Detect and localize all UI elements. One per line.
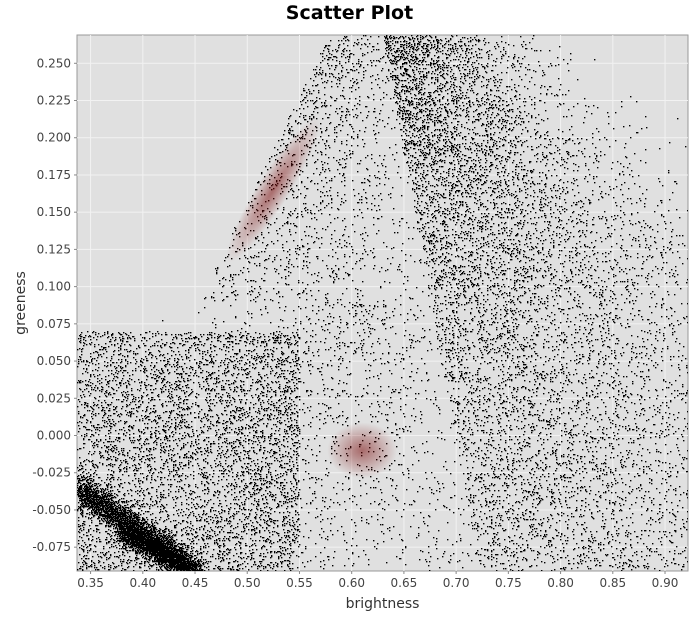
y-tick-label: 0.150 (37, 205, 71, 219)
x-tick-label: 0.80 (547, 576, 574, 590)
scatter-points (77, 35, 688, 571)
x-tick-label: 0.60 (338, 576, 365, 590)
tick-layer: 0.35 0.40 0.45 0.50 0.55 0.60 0.65 0.70 0.75 0.80… (32, 56, 678, 590)
y-tick-label: 0.075 (37, 317, 71, 331)
y-tick-label: 0.025 (37, 391, 71, 405)
y-tick-label: -0.050 (32, 503, 71, 517)
x-tick-label: 0.45 (182, 576, 209, 590)
y-tick-label: -0.025 (32, 466, 71, 480)
y-tick-label: 0.175 (37, 168, 71, 182)
x-tick-label: 0.35 (77, 576, 104, 590)
x-tick-label: 0.55 (286, 576, 313, 590)
y-tick-label: 0.100 (37, 280, 71, 294)
y-tick-label: 0.125 (37, 242, 71, 256)
y-tick-label: 0.250 (37, 56, 71, 70)
y-tick-label: 0.225 (37, 94, 71, 108)
dense-core-lower (327, 422, 398, 479)
x-tick-label: 0.40 (129, 576, 156, 590)
y-axis-label: greeness (13, 271, 29, 335)
y-tick-label: 0.200 (37, 131, 71, 145)
y-tick-label: 0.050 (37, 354, 71, 368)
y-tick-label: 0.000 (37, 429, 71, 443)
x-tick-label: 0.50 (234, 576, 261, 590)
x-tick-label: 0.65 (391, 576, 418, 590)
chart-title: Scatter Plot (285, 2, 414, 24)
plot-background (76, 34, 689, 572)
x-tick-label: 0.75 (495, 576, 522, 590)
point-cloud (77, 35, 688, 571)
y-tick-label: -0.075 (32, 540, 71, 554)
dense-core-upper (226, 117, 321, 263)
x-tick-label: 0.90 (652, 576, 679, 590)
x-tick-label: 0.85 (599, 576, 626, 590)
x-tick-label: 0.70 (443, 576, 470, 590)
x-axis-label: brightness (346, 596, 420, 612)
